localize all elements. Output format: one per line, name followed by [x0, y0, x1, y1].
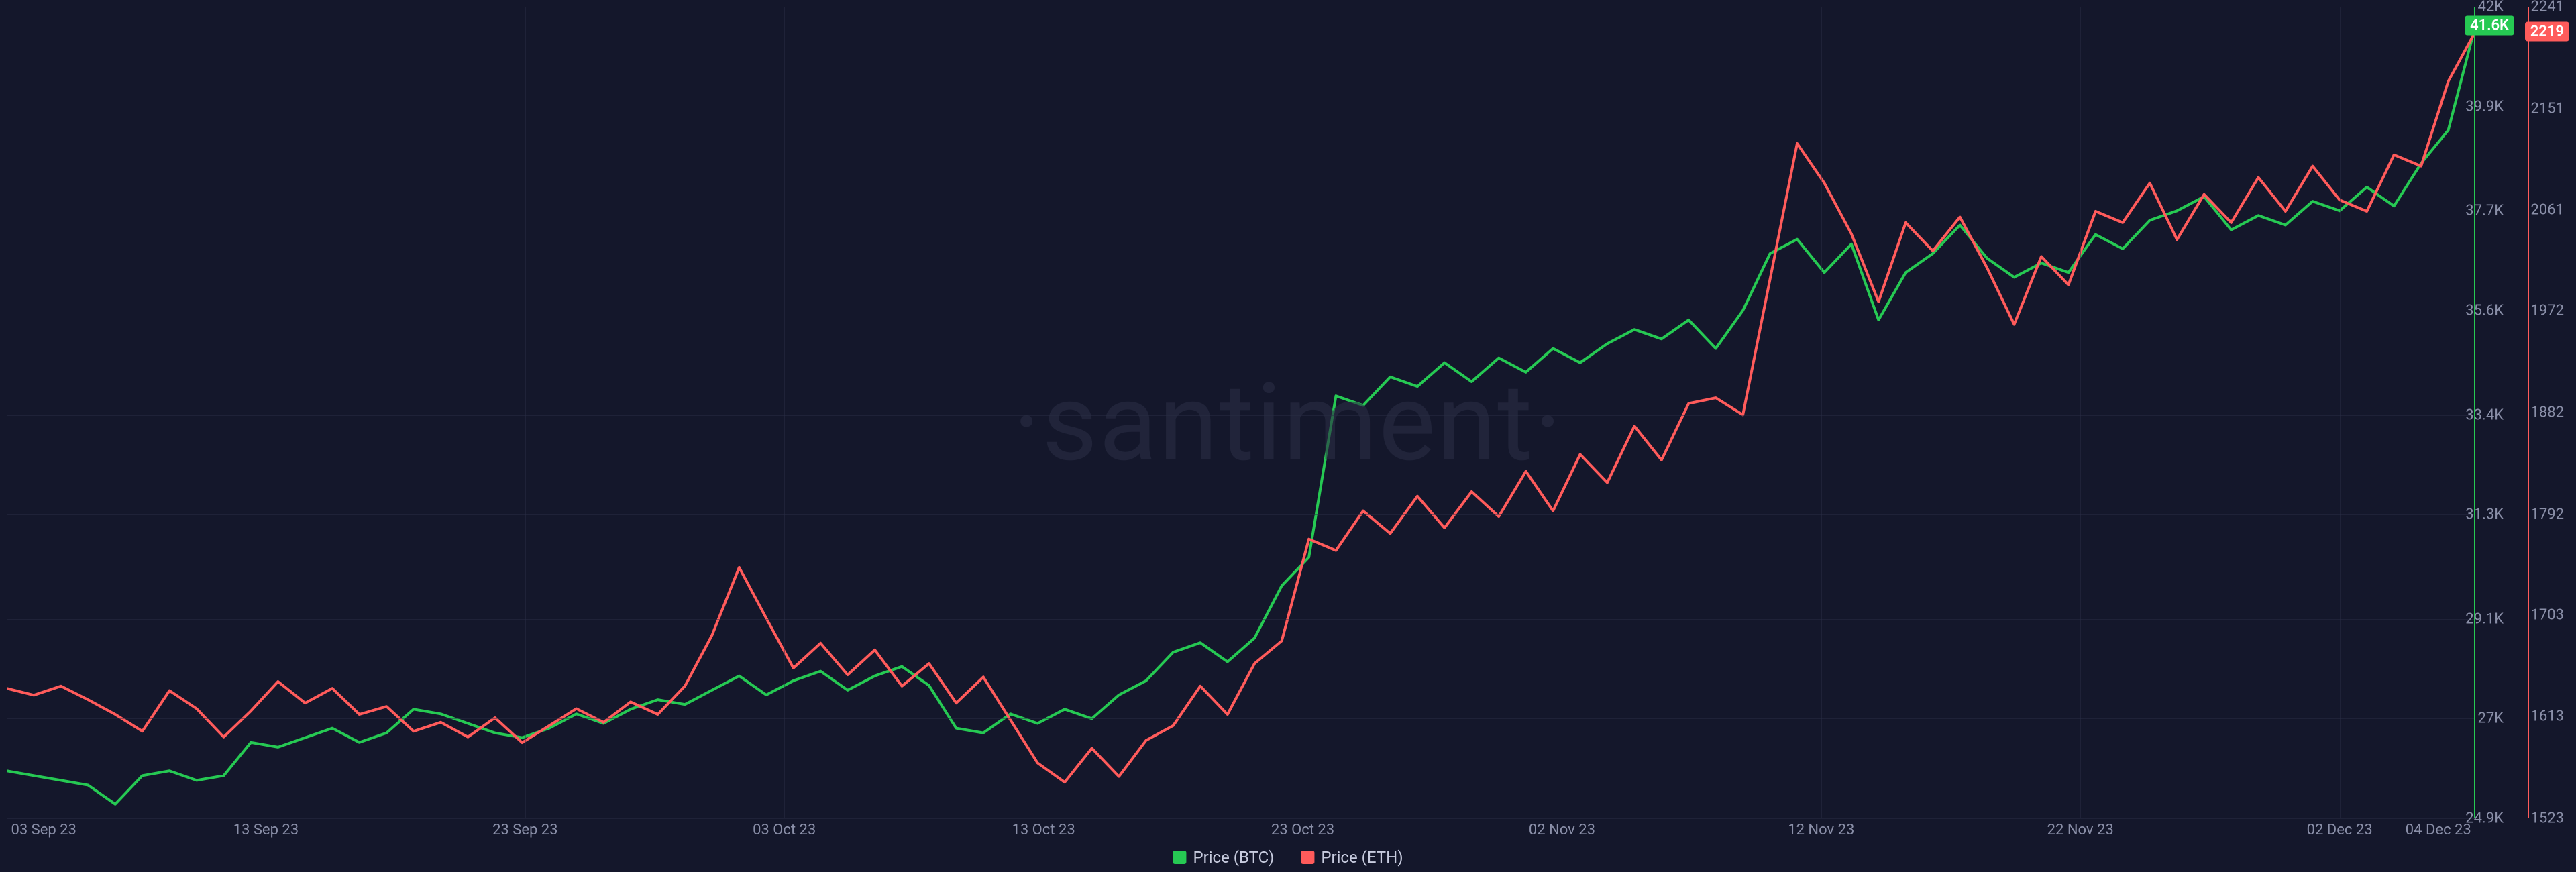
btc-axis-tick: 39.9K [2465, 98, 2504, 115]
gridline-h [7, 619, 2475, 620]
gridline-v [2080, 7, 2081, 818]
legend-swatch [1301, 851, 1314, 864]
eth-axis-tick: 1523 [2531, 810, 2564, 827]
gridline-v [1821, 7, 1822, 818]
gridline-h [7, 514, 2475, 515]
plot-area [7, 7, 2475, 818]
eth-axis-tick: 2061 [2531, 202, 2564, 219]
x-axis-tick: 23 Oct 23 [1271, 822, 1334, 838]
x-axis-tick: 23 Sep 23 [492, 822, 557, 838]
btc-axis-tick: 29.1K [2465, 610, 2504, 627]
eth-axis-tick: 2241 [2531, 0, 2564, 15]
x-axis-tick: 03 Oct 23 [753, 822, 816, 838]
legend-label: Price (BTC) [1193, 848, 1274, 867]
x-axis-tick: 02 Nov 23 [1529, 822, 1595, 838]
legend-item[interactable]: Price (BTC) [1173, 848, 1274, 867]
btc-axis-tick: 33.4K [2465, 406, 2504, 423]
eth-axis-tick: 1972 [2531, 303, 2564, 319]
legend-label: Price (ETH) [1321, 848, 1403, 867]
x-axis-tick: 13 Oct 23 [1012, 822, 1075, 838]
btc-axis-tick: 24.9K [2465, 810, 2504, 827]
btc-axis-tick: 42K [2477, 0, 2504, 15]
x-axis-tick: 02 Dec 23 [2307, 822, 2373, 838]
legend-swatch [1173, 851, 1186, 864]
gridline-v [2340, 7, 2341, 818]
eth-axis-tick: 1882 [2531, 404, 2564, 421]
eth-axis-tick: 1792 [2531, 506, 2564, 523]
eth-current-badge: 2219 [2525, 22, 2569, 42]
x-axis-tick: 04 Dec 23 [2406, 822, 2471, 838]
btc-axis-tick: 27K [2477, 710, 2504, 727]
price-chart: ·santiment· Price (BTC)Price (ETH) 42K39… [0, 0, 2576, 872]
legend-item[interactable]: Price (ETH) [1301, 848, 1403, 867]
x-axis-tick: 13 Sep 23 [233, 822, 299, 838]
btc-current-badge: 41.6K [2465, 16, 2514, 36]
price-eth--line [7, 32, 2475, 782]
btc-axis-tick: 37.7K [2465, 203, 2504, 219]
x-axis-tick: 12 Nov 23 [1788, 822, 1854, 838]
eth-axis-tick: 1703 [2531, 606, 2564, 623]
gridline-h [7, 818, 2475, 819]
btc-axis-tick: 31.3K [2465, 506, 2504, 523]
eth-axis-tick: 1613 [2531, 708, 2564, 725]
x-axis-tick: 03 Sep 23 [11, 822, 76, 838]
chart-lines [7, 7, 2475, 818]
legend: Price (BTC) Price (ETH) [1173, 848, 1403, 867]
eth-axis-line [2528, 7, 2529, 818]
gridline-v [784, 7, 785, 818]
x-axis-tick: 22 Nov 23 [2047, 822, 2114, 838]
gridline-h [7, 718, 2475, 719]
btc-axis-tick: 35.6K [2465, 302, 2504, 319]
gridline-h [7, 415, 2475, 416]
eth-axis-tick: 2151 [2531, 100, 2564, 117]
gridline-v [525, 7, 526, 818]
